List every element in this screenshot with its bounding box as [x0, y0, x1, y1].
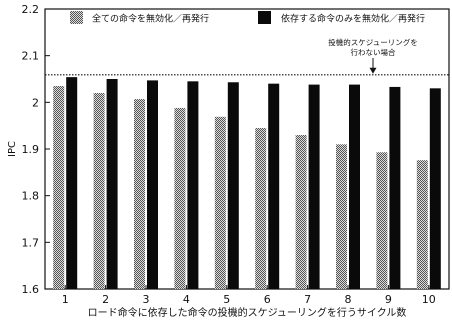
x-axis-label: ロード命令に依存した命令の投機的スケジューリングを行うサイクル数	[88, 306, 407, 319]
y-tick-label: 1.9	[22, 143, 40, 156]
x-tick-label: 1	[62, 293, 69, 306]
bar-invalidate-all-6	[255, 128, 267, 289]
bar-invalidate-all-3	[134, 99, 145, 289]
bar-invalidate-all-1	[53, 86, 65, 289]
x-tick-label: 9	[385, 293, 392, 306]
reference-annotation-line: 投機的スケジューリングを	[328, 37, 417, 47]
bar-invalidate-dependent-5	[227, 82, 239, 290]
bar-invalidate-dependent-4	[187, 81, 199, 289]
y-tick-label: 1.7	[22, 236, 40, 249]
x-tick-label: 6	[264, 293, 271, 306]
bar-invalidate-dependent-7	[308, 84, 320, 289]
y-axis-label: IPC	[7, 141, 18, 157]
bar-invalidate-dependent-10	[429, 88, 441, 289]
x-tick-label: 7	[304, 293, 311, 306]
bar-invalidate-dependent-2	[106, 79, 118, 289]
bar-invalidate-all-5	[214, 116, 226, 289]
bar-invalidate-dependent-6	[268, 83, 280, 290]
legend-swatch-1	[70, 11, 83, 24]
reference-annotation-arrowhead	[369, 67, 377, 74]
x-tick-label: 3	[143, 293, 150, 306]
y-tick-label: 1.6	[22, 283, 40, 296]
x-tick-label: 10	[422, 293, 436, 306]
bar-invalidate-dependent-1	[66, 77, 78, 289]
legend-swatch-2	[258, 11, 271, 24]
legend-label-2: 依存する命令のみを無効化／再発行	[281, 13, 425, 25]
y-tick-label: 2.1	[22, 50, 40, 63]
y-tick-label: 1.8	[22, 190, 40, 203]
bar-invalidate-dependent-3	[147, 80, 158, 290]
reference-annotation-line: 行わない場合	[351, 47, 396, 57]
legend-label-1: 全ての命令を無効化／再発行	[92, 13, 209, 25]
bar-invalidate-dependent-8	[349, 84, 360, 289]
bar-invalidate-all-9	[376, 152, 388, 289]
y-tick-label: 2	[32, 96, 39, 109]
y-tick-label: 2.2	[22, 3, 40, 16]
x-tick-label: 4	[183, 293, 190, 306]
bar-invalidate-all-10	[416, 160, 428, 289]
bar-invalidate-all-8	[336, 144, 347, 289]
bar-invalidate-all-2	[93, 93, 105, 289]
x-tick-label: 2	[102, 293, 109, 306]
bar-invalidate-all-4	[174, 107, 186, 289]
bar-invalidate-all-7	[295, 135, 307, 289]
x-tick-label: 8	[345, 293, 352, 306]
x-tick-label: 5	[223, 293, 230, 306]
bar-invalidate-dependent-9	[389, 86, 401, 289]
